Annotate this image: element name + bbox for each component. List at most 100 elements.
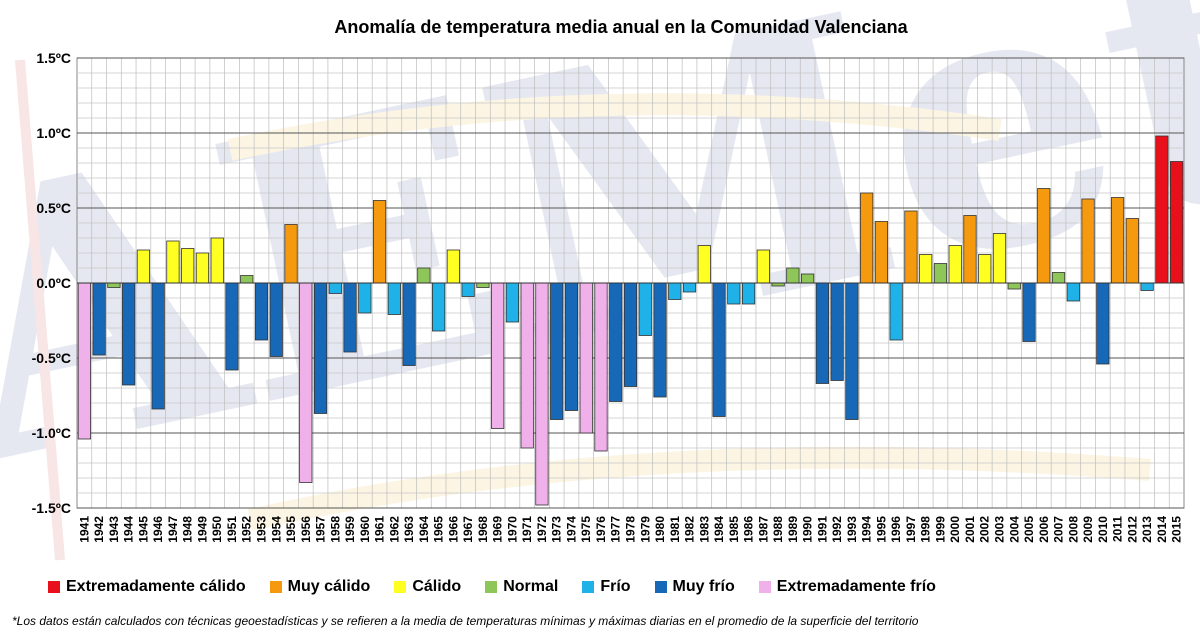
legend-label: Cálido [412, 578, 462, 595]
x-tick-label: 1949 [195, 516, 209, 543]
legend-label: Normal [503, 578, 559, 595]
bar-1995 [874, 221, 889, 284]
bar-2013 [1140, 282, 1154, 291]
bar-1981 [668, 282, 682, 300]
y-tick-label: 0.5ºC [36, 200, 71, 216]
x-tick-label: 1977 [609, 516, 623, 543]
legend-item: Muy cálido [269, 578, 370, 596]
x-tick-label: 1973 [550, 516, 564, 543]
bar-1973 [550, 282, 564, 420]
x-tick-label: 2015 [1170, 516, 1184, 543]
legend-label: Muy frío [672, 578, 735, 595]
bar-1961 [372, 200, 387, 284]
bar-1977 [609, 282, 623, 402]
legend-label: Extremadamente cálido [66, 578, 246, 595]
x-tick-label: 2008 [1066, 516, 1080, 543]
x-tick-label: 1956 [299, 516, 313, 543]
bar-1945 [136, 249, 151, 284]
x-tick-label: 2004 [1007, 516, 1021, 543]
bar-1985 [727, 282, 741, 305]
bar-1975 [579, 282, 593, 434]
x-tick-label: 1992 [830, 516, 844, 543]
legend-item: Extremadamente frío [758, 578, 936, 596]
y-axis: 1.5ºC 1.0ºC 0.5ºC 0.0ºC -0.5ºC -1.0ºC -1.5ºC [32, 50, 71, 516]
bar-1969 [491, 282, 505, 429]
y-tick-label: -1.5ºC [32, 500, 71, 516]
bar-1958 [328, 282, 342, 294]
bar-2011 [1110, 197, 1125, 284]
bar-1989 [786, 267, 800, 284]
bar-1962 [387, 282, 401, 315]
bar-1996 [889, 282, 903, 341]
bar-1984 [712, 282, 726, 417]
x-tick-label: 1955 [284, 516, 298, 543]
bar-1987 [756, 249, 770, 284]
x-tick-label: 1987 [756, 516, 770, 543]
x-tick-label: 1996 [889, 516, 903, 543]
x-tick-label: 2013 [1140, 516, 1154, 543]
bar-1971 [520, 282, 534, 449]
x-tick-label: 1988 [771, 516, 785, 543]
bar-2000 [948, 245, 962, 284]
bar-2003 [992, 233, 1007, 284]
bar-1976 [594, 282, 608, 452]
bar-1998 [919, 254, 933, 284]
x-tick-label: 1993 [845, 516, 859, 543]
legend-swatch [485, 581, 498, 593]
x-tick-label: 1971 [520, 516, 534, 543]
bar-2007 [1051, 272, 1066, 284]
bar-1972 [535, 282, 549, 506]
bar-2002 [978, 254, 992, 284]
bar-1966 [446, 249, 460, 284]
bar-1997 [904, 210, 918, 284]
bar-1949 [195, 252, 210, 284]
x-tick-label: 1953 [255, 516, 269, 543]
bar-2014 [1155, 135, 1169, 284]
bar-2009 [1081, 198, 1095, 284]
x-tick-label: 1942 [92, 516, 106, 543]
x-tick-label: 1962 [387, 516, 401, 543]
bar-1993 [845, 282, 859, 420]
x-tick-label: 1980 [653, 516, 667, 543]
x-axis: 1941 1942 1943 1944 1945 1946 1947 1948 1949 1950… [77, 516, 1183, 543]
bar-1951 [225, 282, 239, 371]
bar-2010 [1096, 282, 1110, 365]
bar-1946 [151, 282, 165, 410]
x-tick-label: 1948 [181, 516, 195, 543]
bar-1979 [638, 282, 652, 336]
bar-1943 [107, 282, 121, 288]
bar-1942 [92, 282, 106, 356]
bar-2015 [1170, 161, 1184, 284]
x-tick-label: 1997 [904, 516, 918, 543]
bar-1941 [77, 282, 91, 440]
bar-1959 [343, 282, 357, 353]
x-tick-label: 1989 [786, 516, 800, 543]
x-tick-label: 1994 [860, 516, 874, 543]
bar-1990 [801, 273, 815, 284]
y-tick-label: 1.0ºC [36, 125, 71, 141]
bar-1992 [830, 282, 844, 381]
x-tick-label: 1945 [136, 516, 150, 543]
legend-item: Frío [582, 578, 631, 596]
x-tick-label: 1959 [343, 516, 357, 543]
bar-2004 [1007, 282, 1021, 290]
x-tick-label: 2005 [1022, 516, 1036, 543]
x-tick-label: 1984 [712, 516, 726, 543]
legend-item: Cálido [394, 578, 461, 596]
bar-1952 [240, 275, 254, 284]
x-tick-label: 1964 [417, 516, 431, 543]
bar-1991 [815, 282, 829, 384]
bar-1955 [284, 224, 298, 284]
x-tick-label: 1999 [933, 516, 947, 543]
x-tick-label: 1941 [77, 516, 91, 543]
bar-1999 [933, 263, 948, 284]
x-tick-label: 2002 [978, 516, 992, 543]
x-tick-label: 1978 [624, 516, 638, 543]
x-tick-label: 1998 [919, 516, 933, 543]
x-tick-label: 1983 [697, 516, 711, 543]
x-tick-label: 2010 [1096, 516, 1110, 543]
x-tick-label: 1970 [505, 516, 519, 543]
bar-1960 [358, 282, 372, 314]
bar-1994 [860, 192, 874, 284]
bar-1948 [181, 248, 195, 284]
